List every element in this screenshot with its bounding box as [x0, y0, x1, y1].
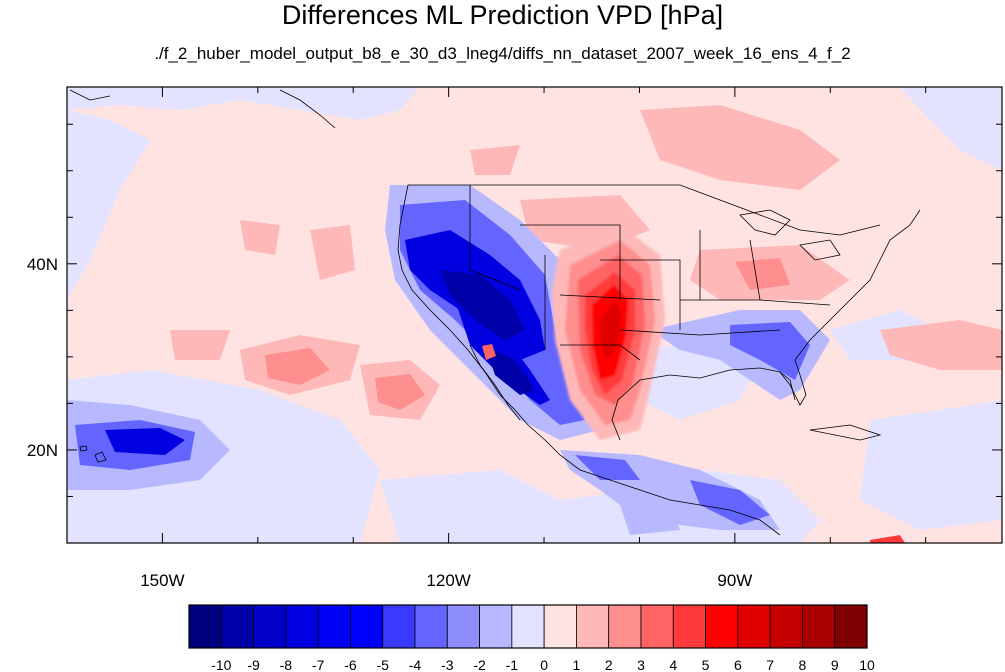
- colorbar-swatch: [608, 604, 642, 649]
- colorbar-swatch: [188, 604, 222, 649]
- colorbar-swatch: [640, 604, 674, 649]
- colorbar-swatch: [446, 604, 480, 649]
- colorbar-label: 8: [799, 657, 807, 672]
- colorbar-swatch: [672, 604, 706, 649]
- colorbar-swatch: [285, 604, 319, 649]
- colorbar-label: 10: [859, 657, 875, 672]
- colorbar-swatch: [834, 604, 868, 649]
- colorbar-label: -6: [344, 657, 357, 672]
- colorbar-swatch: [511, 604, 545, 649]
- colorbar-swatch: [576, 604, 610, 649]
- colorbar-swatch: [350, 604, 384, 649]
- colorbar-label: -9: [247, 657, 260, 672]
- colorbar-label: 6: [734, 657, 742, 672]
- axis-ticks: 150W 120W 90W 40N 20N: [27, 87, 1002, 590]
- colorbar-swatch: [382, 604, 416, 649]
- colorbar-label: -8: [280, 657, 293, 672]
- lat-tick-label: 40N: [27, 255, 58, 274]
- colorbar-swatch: [414, 604, 448, 649]
- colorbar-label: -2: [473, 657, 486, 672]
- map-subtitle: ./f_2_huber_model_output_b8_e_30_d3_lneg…: [154, 44, 851, 63]
- lon-tick-label: 90W: [717, 571, 752, 590]
- colorbar-label: 0: [540, 657, 548, 672]
- colorbar-swatch: [543, 604, 577, 649]
- colorbar-swatch: [705, 604, 739, 649]
- colorbar-label: -3: [441, 657, 454, 672]
- colorbar-swatch: [220, 604, 254, 649]
- field-edge-red-spot: [870, 535, 905, 543]
- colorbar-swatch: [802, 604, 836, 649]
- colorbar-label: 9: [831, 657, 839, 672]
- colorbar-label: 5: [702, 657, 710, 672]
- field-red-core: [552, 225, 665, 440]
- field-darkest-blue-regions: [440, 270, 535, 395]
- colorbar-swatch: [253, 604, 287, 649]
- colorbar-label: 1: [573, 657, 581, 672]
- colorbar-label: -1: [506, 657, 519, 672]
- colorbar-label: 3: [637, 657, 645, 672]
- colorbar: -10 -9 -8 -7 -6 -5 -4 -3 -2 -1 0 1 2 3 4 5 6 7 8 9 10: [188, 604, 875, 672]
- colorbar-label: 2: [605, 657, 613, 672]
- colorbar-label: -10: [211, 657, 231, 672]
- coastlines-borders: [69, 89, 921, 536]
- map-title: Differences ML Prediction VPD [hPa]: [281, 0, 724, 30]
- map-frame: [66, 86, 1003, 544]
- colorbar-frame: [188, 604, 868, 649]
- colorbar-label: -5: [376, 657, 389, 672]
- difference-field: [67, 87, 1002, 543]
- field-small-red-spot: [482, 344, 496, 360]
- lat-tick-label: 20N: [27, 441, 58, 460]
- colorbar-label: -7: [312, 657, 325, 672]
- colorbar-swatch: [317, 604, 351, 649]
- colorbar-swatch: [737, 604, 771, 649]
- field-medium-red-regions: [265, 258, 790, 410]
- lon-tick-label: 150W: [140, 571, 184, 590]
- colorbar-label: 4: [669, 657, 677, 672]
- lon-tick-label: 120W: [426, 571, 470, 590]
- colorbar-label: -4: [409, 657, 422, 672]
- colorbar-swatch: [769, 604, 803, 649]
- colorbar-swatch: [479, 604, 513, 649]
- colorbar-label: 7: [766, 657, 774, 672]
